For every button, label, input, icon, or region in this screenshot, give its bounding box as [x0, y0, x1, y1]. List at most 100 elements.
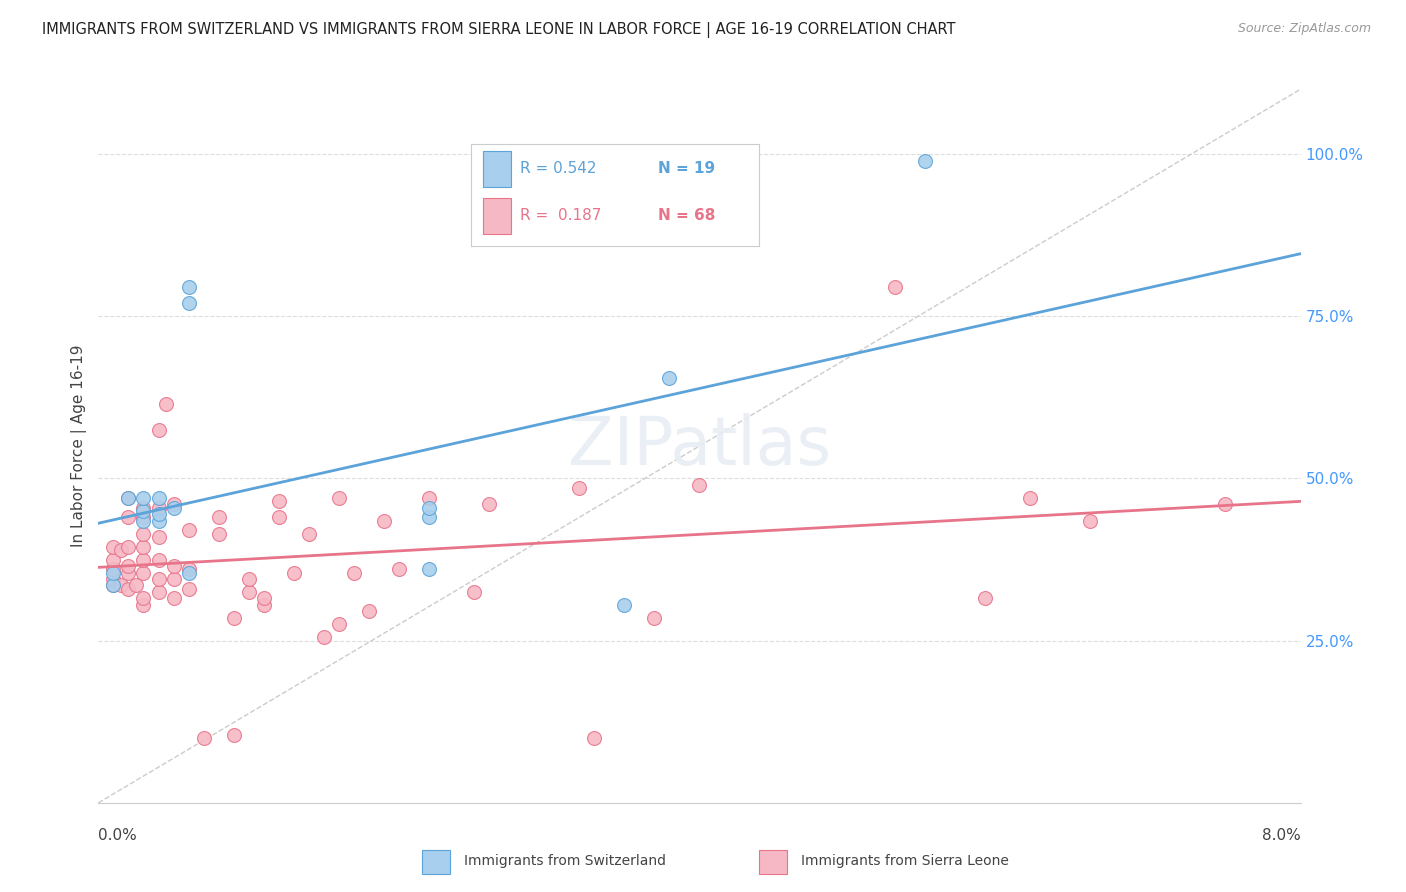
Point	[103, 578, 125, 592]
Text: N = 68: N = 68	[658, 209, 716, 223]
Point	[110, 542, 132, 557]
Point	[132, 500, 155, 515]
Point	[238, 572, 260, 586]
Point	[103, 572, 125, 586]
Point	[110, 578, 132, 592]
Point	[418, 491, 440, 505]
Point	[117, 510, 139, 524]
Point	[1078, 514, 1101, 528]
Point	[1215, 497, 1237, 511]
Text: Immigrants from Sierra Leone: Immigrants from Sierra Leone	[801, 854, 1010, 868]
Point	[298, 526, 321, 541]
Point	[148, 491, 170, 505]
Text: 8.0%: 8.0%	[1261, 828, 1301, 843]
Point	[117, 491, 139, 505]
Point	[658, 371, 681, 385]
Point	[222, 611, 245, 625]
Text: Source: ZipAtlas.com: Source: ZipAtlas.com	[1237, 22, 1371, 36]
Point	[357, 604, 380, 618]
Point	[103, 566, 125, 580]
Point	[132, 566, 155, 580]
Point	[148, 572, 170, 586]
Point	[177, 280, 200, 294]
Point	[388, 562, 411, 576]
Point	[117, 566, 139, 580]
Point	[883, 280, 905, 294]
Point	[132, 526, 155, 541]
Point	[312, 631, 335, 645]
Point	[132, 540, 155, 554]
Point	[148, 507, 170, 521]
Point	[132, 591, 155, 606]
Point	[103, 578, 125, 592]
Point	[267, 510, 290, 524]
Point	[132, 552, 155, 566]
Point	[418, 510, 440, 524]
Point	[328, 617, 350, 632]
Point	[689, 478, 711, 492]
Bar	[482, 151, 512, 186]
Point	[162, 500, 184, 515]
Point	[974, 591, 997, 606]
Point	[148, 552, 170, 566]
Bar	[422, 849, 450, 874]
Bar	[482, 198, 512, 234]
Text: Immigrants from Switzerland: Immigrants from Switzerland	[464, 854, 666, 868]
Point	[117, 559, 139, 574]
Text: 0.0%: 0.0%	[98, 828, 138, 843]
Point	[117, 491, 139, 505]
Text: R = 0.542: R = 0.542	[520, 161, 596, 177]
Text: R =  0.187: R = 0.187	[520, 209, 602, 223]
Point	[103, 540, 125, 554]
Point	[478, 497, 501, 511]
Point	[253, 598, 276, 612]
Point	[162, 591, 184, 606]
Point	[162, 572, 184, 586]
Point	[132, 598, 155, 612]
Point	[155, 397, 177, 411]
Bar	[759, 849, 787, 874]
Text: N = 19: N = 19	[658, 161, 716, 177]
Point	[148, 500, 170, 515]
Point	[914, 153, 936, 168]
Point	[208, 526, 231, 541]
Point	[373, 514, 395, 528]
Point	[177, 296, 200, 310]
Point	[283, 566, 305, 580]
Point	[177, 562, 200, 576]
Point	[643, 611, 665, 625]
Point	[117, 582, 139, 596]
Point	[148, 530, 170, 544]
Point	[132, 491, 155, 505]
Point	[148, 423, 170, 437]
Point	[253, 591, 276, 606]
Point	[132, 504, 155, 518]
Point	[568, 481, 591, 495]
Point	[162, 559, 184, 574]
Point	[148, 514, 170, 528]
Point	[418, 562, 440, 576]
Point	[103, 552, 125, 566]
Point	[267, 494, 290, 508]
Text: ZIPatlas: ZIPatlas	[568, 413, 831, 479]
Point	[177, 524, 200, 538]
Point	[103, 562, 125, 576]
Point	[125, 578, 148, 592]
Point	[343, 566, 366, 580]
Point	[613, 598, 636, 612]
Point	[177, 582, 200, 596]
Point	[238, 585, 260, 599]
Point	[162, 497, 184, 511]
Point	[222, 728, 245, 742]
Point	[117, 540, 139, 554]
Text: IMMIGRANTS FROM SWITZERLAND VS IMMIGRANTS FROM SIERRA LEONE IN LABOR FORCE | AGE: IMMIGRANTS FROM SWITZERLAND VS IMMIGRANT…	[42, 22, 956, 38]
Point	[1019, 491, 1042, 505]
Point	[583, 731, 606, 745]
Point	[177, 566, 200, 580]
Point	[208, 510, 231, 524]
Point	[418, 500, 440, 515]
Point	[463, 585, 485, 599]
Y-axis label: In Labor Force | Age 16-19: In Labor Force | Age 16-19	[72, 344, 87, 548]
Point	[132, 510, 155, 524]
Point	[148, 585, 170, 599]
